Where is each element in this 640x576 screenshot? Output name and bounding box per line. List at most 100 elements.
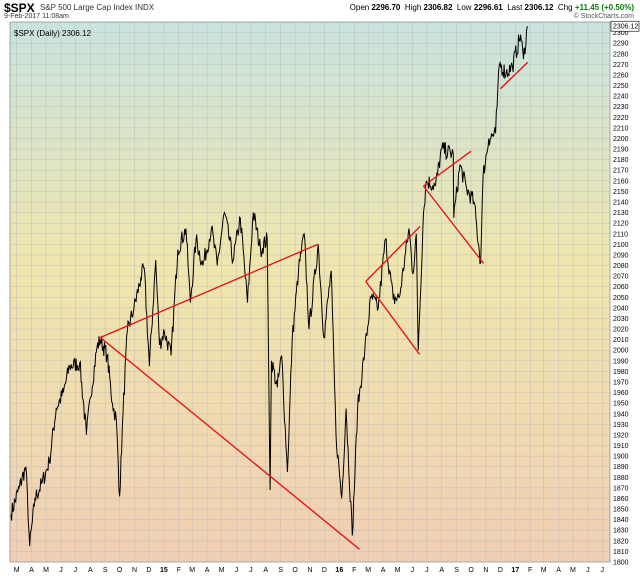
x-tick-label: F [528, 567, 532, 574]
x-tick-label: S [454, 567, 459, 574]
x-tick-label: J [74, 567, 78, 574]
x-tick-label: 15 [160, 567, 168, 574]
y-tick-label: 1980 [613, 369, 629, 376]
y-tick-label: 1900 [613, 454, 629, 461]
y-tick-label: 2270 [613, 62, 629, 69]
x-tick-label: N [132, 567, 137, 574]
y-tick-label: 2210 [613, 125, 629, 132]
y-tick-label: 2060 [613, 284, 629, 291]
y-tick-label: 1880 [613, 475, 629, 482]
x-tick-label: J [425, 567, 429, 574]
chart-header: $SPX S&P 500 Large Cap Index INDX 9-Feb-… [0, 0, 640, 22]
y-tick-label: 2070 [613, 274, 629, 281]
x-tick-label: 16 [335, 567, 343, 574]
x-tick-label: D [146, 567, 151, 574]
y-tick-label: 2250 [613, 83, 629, 90]
y-tick-label: 2000 [613, 348, 629, 355]
x-tick-label: M [395, 567, 401, 574]
last-value: 2306.12 [524, 3, 554, 12]
x-tick-label: J [59, 567, 63, 574]
low-value: 2296.61 [473, 3, 503, 12]
last-label: Last [507, 3, 523, 12]
x-tick-label: M [365, 567, 371, 574]
x-tick-label: A [556, 567, 561, 574]
grid [10, 22, 610, 563]
x-tick-label: O [117, 567, 123, 574]
x-tick-label: D [498, 567, 503, 574]
trendline [499, 61, 529, 90]
last-value-tag: 2306.12 [610, 20, 640, 32]
y-tick-label: 2160 [613, 178, 629, 185]
x-tick-label: F [177, 567, 181, 574]
y-tick-label: 2040 [613, 305, 629, 312]
y-tick-label: 2290 [613, 41, 629, 48]
trendline [99, 336, 360, 550]
y-tick-label: 2130 [613, 210, 629, 217]
y-tick-label: 2200 [613, 136, 629, 143]
x-tick-label: J [235, 567, 239, 574]
y-tick-label: 1800 [613, 560, 629, 567]
y-tick-label: 1960 [613, 390, 629, 397]
y-tick-label: 2110 [613, 231, 628, 238]
x-tick-label: N [483, 567, 488, 574]
y-tick-label: 1910 [613, 443, 629, 450]
y-tick-label: 2140 [613, 200, 629, 207]
trendline [100, 243, 318, 339]
y-tick-label: 1930 [613, 422, 629, 429]
y-tick-label: 1830 [613, 528, 629, 535]
y-tick-label: 2020 [613, 327, 629, 334]
trendlines [99, 61, 529, 550]
x-tick-label: A [29, 567, 34, 574]
x-tick-label: M [570, 567, 576, 574]
y-tick-label: 1810 [613, 549, 629, 556]
last-value-tag-label: 2306.12 [613, 24, 638, 31]
y-tick-label: 2170 [613, 168, 629, 175]
y-tick-label: 1840 [613, 517, 629, 524]
x-tick-label: J [601, 567, 605, 574]
trendline [422, 185, 485, 264]
x-tick-label: D [322, 567, 327, 574]
open-label: Open [349, 3, 370, 12]
x-tick-label: J [249, 567, 253, 574]
x-tick-label: M [541, 567, 547, 574]
y-tick-label: 1920 [613, 432, 629, 439]
price-series-line [10, 26, 528, 547]
y-tick-label: 1850 [613, 507, 629, 514]
x-tick-label: A [439, 567, 444, 574]
y-tick-label: 2180 [613, 157, 629, 164]
x-tick-label: S [103, 567, 108, 574]
open-value: 2296.70 [371, 3, 401, 12]
trendline [365, 280, 421, 355]
low-label: Low [456, 3, 472, 12]
y-tick-label: 2260 [613, 72, 629, 79]
y-tick-label: 2050 [613, 295, 629, 302]
x-tick-label: J [586, 567, 590, 574]
brand-label: © StockCharts.com [573, 13, 634, 20]
y-tick-label: 1970 [613, 380, 629, 387]
index-name-label: S&P 500 Large Cap Index INDX [40, 3, 155, 12]
x-tick-label: F [352, 567, 356, 574]
x-tick-label: A [205, 567, 210, 574]
trendline [365, 225, 421, 282]
date-label: 9-Feb-2017 11:08am [4, 13, 69, 20]
x-tick-label: A [381, 567, 386, 574]
y-tick-label: 1820 [613, 538, 629, 545]
y-tick-label: 1860 [613, 496, 629, 503]
x-tick-label: J [411, 567, 415, 574]
y-tick-label: 2080 [613, 263, 629, 270]
x-tick-label: M [14, 567, 20, 574]
y-tick-label: 1890 [613, 464, 629, 471]
x-tick-label: M [43, 567, 49, 574]
high-label: High [404, 3, 422, 12]
y-tick-label: 1870 [613, 485, 629, 492]
y-tick-label: 2300 [613, 30, 629, 37]
y-tick-label: 2100 [613, 242, 629, 249]
x-tick-label: A [263, 567, 268, 574]
x-tick-label: O [292, 567, 298, 574]
y-tick-label: 2280 [613, 51, 629, 58]
quote-summary: Open 2296.70 High 2306.82 Low 2296.61 La… [350, 3, 634, 12]
x-axis: M A M J J A S O N D 15 F M A M J J A S O N D 16 F M A M J J A S O N D 17 F M… [14, 567, 604, 574]
y-tick-label: 1940 [613, 411, 629, 418]
x-tick-label: A [88, 567, 93, 574]
